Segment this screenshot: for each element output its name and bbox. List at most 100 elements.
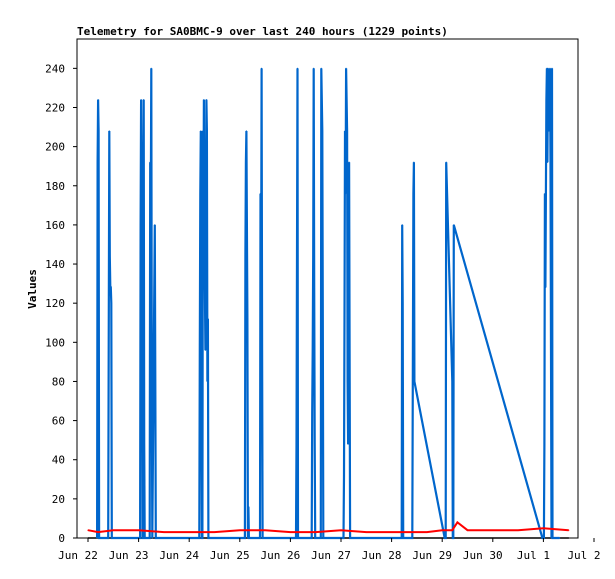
y-tick-label: 20 — [52, 493, 65, 506]
data-point — [111, 537, 113, 539]
data-point — [205, 224, 207, 226]
data-point — [347, 443, 349, 445]
data-point — [547, 67, 549, 69]
data-point — [349, 349, 351, 351]
data-point — [445, 537, 447, 539]
data-point — [346, 380, 349, 383]
data-point — [109, 255, 111, 257]
data-point — [345, 99, 348, 101]
y-tick-label: 220 — [45, 101, 65, 114]
data-point — [261, 349, 263, 351]
data-point — [321, 99, 323, 101]
data-point — [343, 474, 345, 476]
data-point — [259, 537, 261, 539]
data-point — [550, 349, 552, 351]
data-point — [568, 537, 570, 539]
data-point — [245, 130, 247, 132]
data-point — [259, 192, 262, 195]
data-point — [108, 130, 110, 132]
data-point — [107, 537, 109, 539]
data-point — [97, 531, 99, 533]
data-point — [143, 443, 145, 445]
data-point — [264, 529, 266, 531]
data-point — [110, 286, 112, 289]
data-point — [315, 537, 317, 539]
data-point — [342, 537, 345, 539]
x-tick-label: Jul 2 — [567, 549, 600, 562]
data-point — [322, 318, 324, 320]
data-point — [246, 224, 248, 226]
data-point — [151, 537, 153, 539]
y-tick-label: 60 — [52, 415, 65, 428]
data-point — [140, 224, 142, 226]
data-point — [260, 67, 263, 69]
data-point — [313, 67, 315, 69]
data-point — [347, 318, 350, 320]
data-point — [441, 529, 443, 531]
data-point — [312, 349, 314, 351]
data-point — [311, 537, 313, 539]
data-point — [98, 130, 100, 132]
x-tick-label: Jul 1 — [517, 549, 550, 562]
data-point — [466, 529, 469, 531]
data-point — [315, 531, 317, 533]
data-point — [202, 130, 204, 132]
data-point — [346, 130, 348, 132]
data-point — [246, 318, 248, 320]
data-point — [198, 537, 200, 539]
data-point — [141, 161, 143, 163]
data-point — [544, 286, 547, 289]
data-point — [154, 224, 156, 226]
x-tick-label: Jun 25 — [210, 549, 250, 562]
data-point — [149, 537, 151, 539]
data-point — [413, 380, 415, 383]
data-point — [321, 130, 323, 132]
data-point — [545, 99, 548, 101]
y-tick-label: 140 — [45, 258, 65, 271]
data-point — [201, 537, 203, 539]
data-point — [216, 537, 218, 539]
data-point — [412, 192, 414, 195]
data-point — [239, 529, 241, 531]
data-point — [354, 537, 356, 539]
data-point — [545, 192, 547, 195]
plot-area — [76, 38, 579, 539]
data-point — [199, 349, 201, 351]
data-point — [547, 99, 550, 101]
data-point — [206, 380, 209, 383]
data-point — [542, 527, 545, 529]
data-point — [558, 537, 561, 539]
data-point — [247, 537, 249, 539]
data-point — [97, 161, 99, 163]
data-point — [401, 224, 403, 226]
data-point — [343, 318, 346, 320]
data-point — [296, 67, 299, 69]
data-point — [108, 349, 110, 351]
data-point — [213, 531, 216, 533]
data-point — [344, 130, 346, 132]
plot-frame — [76, 38, 579, 539]
data-point — [365, 531, 367, 533]
data-point — [453, 224, 455, 226]
data-point — [451, 380, 453, 383]
data-point — [199, 192, 201, 195]
data-point — [154, 380, 156, 383]
data-point — [320, 67, 322, 69]
x-tick-label: Jun 29 — [412, 549, 452, 562]
data-point — [149, 161, 151, 163]
data-point — [312, 255, 314, 257]
data-point — [162, 537, 164, 539]
data-point — [110, 302, 112, 304]
data-point — [546, 67, 548, 69]
y-axis-label: Values — [26, 269, 39, 309]
data-point — [320, 537, 322, 539]
data-point — [549, 67, 551, 69]
data-point — [207, 318, 209, 320]
data-point — [250, 537, 253, 539]
data-point — [492, 529, 494, 531]
data-point — [139, 537, 141, 539]
data-point — [140, 99, 142, 101]
x-tick-label: Jun 23 — [109, 549, 149, 562]
data-point — [260, 286, 262, 289]
